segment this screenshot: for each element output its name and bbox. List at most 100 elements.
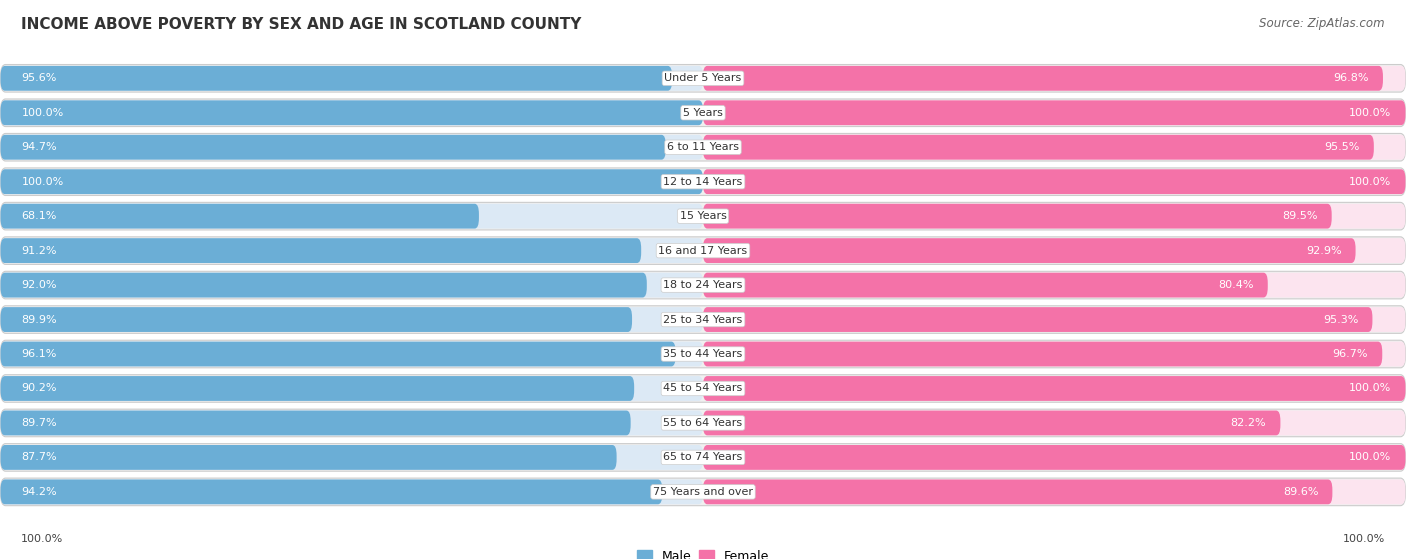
FancyBboxPatch shape bbox=[0, 480, 662, 504]
Text: 89.7%: 89.7% bbox=[21, 418, 58, 428]
Text: 25 to 34 Years: 25 to 34 Years bbox=[664, 315, 742, 325]
FancyBboxPatch shape bbox=[0, 375, 1406, 402]
Text: INCOME ABOVE POVERTY BY SEX AND AGE IN SCOTLAND COUNTY: INCOME ABOVE POVERTY BY SEX AND AGE IN S… bbox=[21, 17, 582, 32]
FancyBboxPatch shape bbox=[0, 135, 666, 160]
FancyBboxPatch shape bbox=[0, 480, 703, 504]
FancyBboxPatch shape bbox=[0, 134, 1406, 161]
FancyBboxPatch shape bbox=[703, 445, 1406, 470]
FancyBboxPatch shape bbox=[0, 169, 703, 194]
FancyBboxPatch shape bbox=[0, 307, 633, 332]
Text: 45 to 54 Years: 45 to 54 Years bbox=[664, 383, 742, 394]
FancyBboxPatch shape bbox=[703, 307, 1372, 332]
Text: 100.0%: 100.0% bbox=[1350, 108, 1392, 118]
Text: 89.5%: 89.5% bbox=[1282, 211, 1317, 221]
FancyBboxPatch shape bbox=[703, 169, 1406, 194]
FancyBboxPatch shape bbox=[703, 342, 1382, 367]
Text: 12 to 14 Years: 12 to 14 Years bbox=[664, 177, 742, 187]
FancyBboxPatch shape bbox=[703, 169, 1406, 194]
FancyBboxPatch shape bbox=[703, 273, 1406, 297]
Text: 94.2%: 94.2% bbox=[21, 487, 58, 497]
Text: 5 Years: 5 Years bbox=[683, 108, 723, 118]
FancyBboxPatch shape bbox=[0, 306, 1406, 333]
Text: Under 5 Years: Under 5 Years bbox=[665, 73, 741, 83]
FancyBboxPatch shape bbox=[0, 66, 672, 91]
Text: 100.0%: 100.0% bbox=[21, 108, 63, 118]
FancyBboxPatch shape bbox=[0, 238, 703, 263]
FancyBboxPatch shape bbox=[0, 203, 703, 229]
FancyBboxPatch shape bbox=[0, 135, 703, 160]
FancyBboxPatch shape bbox=[703, 376, 1406, 401]
FancyBboxPatch shape bbox=[703, 445, 1406, 470]
FancyBboxPatch shape bbox=[703, 66, 1406, 91]
FancyBboxPatch shape bbox=[0, 410, 703, 435]
Text: Source: ZipAtlas.com: Source: ZipAtlas.com bbox=[1260, 17, 1385, 30]
FancyBboxPatch shape bbox=[0, 342, 703, 367]
FancyBboxPatch shape bbox=[703, 66, 1384, 91]
Text: 89.6%: 89.6% bbox=[1282, 487, 1319, 497]
Text: 89.9%: 89.9% bbox=[21, 315, 58, 325]
FancyBboxPatch shape bbox=[0, 101, 703, 125]
FancyBboxPatch shape bbox=[0, 101, 703, 125]
FancyBboxPatch shape bbox=[703, 480, 1406, 504]
FancyBboxPatch shape bbox=[0, 271, 1406, 299]
Text: 96.8%: 96.8% bbox=[1333, 73, 1369, 83]
FancyBboxPatch shape bbox=[0, 376, 634, 401]
FancyBboxPatch shape bbox=[0, 168, 1406, 196]
Text: 68.1%: 68.1% bbox=[21, 211, 58, 221]
FancyBboxPatch shape bbox=[0, 410, 631, 435]
FancyBboxPatch shape bbox=[0, 237, 1406, 264]
Text: 16 and 17 Years: 16 and 17 Years bbox=[658, 245, 748, 255]
FancyBboxPatch shape bbox=[0, 66, 703, 91]
Text: 100.0%: 100.0% bbox=[1350, 383, 1392, 394]
Text: 100.0%: 100.0% bbox=[1343, 534, 1385, 544]
FancyBboxPatch shape bbox=[703, 238, 1355, 263]
FancyBboxPatch shape bbox=[703, 273, 1268, 297]
FancyBboxPatch shape bbox=[0, 409, 1406, 437]
FancyBboxPatch shape bbox=[703, 307, 1406, 332]
FancyBboxPatch shape bbox=[703, 480, 1333, 504]
FancyBboxPatch shape bbox=[0, 203, 479, 229]
Text: 94.7%: 94.7% bbox=[21, 142, 58, 152]
FancyBboxPatch shape bbox=[0, 64, 1406, 92]
FancyBboxPatch shape bbox=[703, 101, 1406, 125]
Text: 80.4%: 80.4% bbox=[1218, 280, 1254, 290]
Text: 100.0%: 100.0% bbox=[1350, 177, 1392, 187]
FancyBboxPatch shape bbox=[0, 340, 1406, 368]
FancyBboxPatch shape bbox=[703, 203, 1331, 229]
FancyBboxPatch shape bbox=[703, 135, 1374, 160]
FancyBboxPatch shape bbox=[0, 273, 703, 297]
FancyBboxPatch shape bbox=[0, 478, 1406, 506]
FancyBboxPatch shape bbox=[0, 273, 647, 297]
FancyBboxPatch shape bbox=[0, 445, 617, 470]
Text: 90.2%: 90.2% bbox=[21, 383, 58, 394]
FancyBboxPatch shape bbox=[703, 135, 1406, 160]
FancyBboxPatch shape bbox=[703, 238, 1406, 263]
FancyBboxPatch shape bbox=[703, 203, 1406, 229]
Text: 15 Years: 15 Years bbox=[679, 211, 727, 221]
Text: 92.0%: 92.0% bbox=[21, 280, 58, 290]
Text: 92.9%: 92.9% bbox=[1306, 245, 1341, 255]
Text: 95.6%: 95.6% bbox=[21, 73, 58, 83]
Text: 82.2%: 82.2% bbox=[1230, 418, 1267, 428]
FancyBboxPatch shape bbox=[0, 169, 703, 194]
Text: 100.0%: 100.0% bbox=[21, 177, 63, 187]
Text: 6 to 11 Years: 6 to 11 Years bbox=[666, 142, 740, 152]
Text: 35 to 44 Years: 35 to 44 Years bbox=[664, 349, 742, 359]
FancyBboxPatch shape bbox=[703, 410, 1406, 435]
FancyBboxPatch shape bbox=[703, 410, 1281, 435]
FancyBboxPatch shape bbox=[0, 99, 1406, 126]
Text: 100.0%: 100.0% bbox=[21, 534, 63, 544]
Text: 55 to 64 Years: 55 to 64 Years bbox=[664, 418, 742, 428]
FancyBboxPatch shape bbox=[0, 342, 676, 367]
Text: 18 to 24 Years: 18 to 24 Years bbox=[664, 280, 742, 290]
Text: 91.2%: 91.2% bbox=[21, 245, 58, 255]
Text: 96.1%: 96.1% bbox=[21, 349, 58, 359]
FancyBboxPatch shape bbox=[703, 101, 1406, 125]
FancyBboxPatch shape bbox=[0, 202, 1406, 230]
Text: 95.5%: 95.5% bbox=[1324, 142, 1360, 152]
Text: 75 Years and over: 75 Years and over bbox=[652, 487, 754, 497]
FancyBboxPatch shape bbox=[0, 307, 703, 332]
FancyBboxPatch shape bbox=[703, 376, 1406, 401]
FancyBboxPatch shape bbox=[0, 238, 641, 263]
FancyBboxPatch shape bbox=[0, 445, 703, 470]
